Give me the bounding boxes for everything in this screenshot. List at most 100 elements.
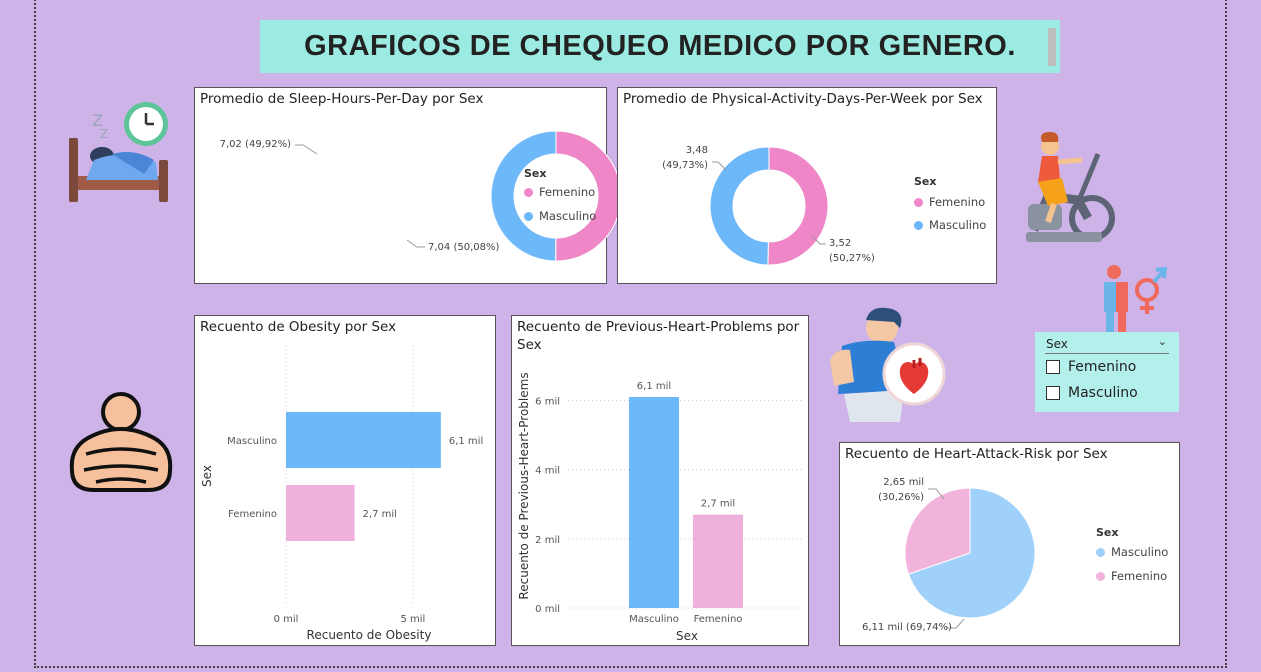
chevron-down-icon[interactable]: ⌄ [1157,335,1167,348]
data-label-femenino: 7,04 (50,08%) [428,242,500,253]
gender-icon [1104,265,1168,342]
slicer-option-label: Masculino [1068,385,1138,401]
y-tick-label: Masculino [227,436,277,447]
heart-attack-risk-pie-card[interactable]: Recuento de Heart-Attack-Risk por Sex 2,… [839,442,1180,646]
slicer-option-label: Femenino [1068,359,1137,375]
legend-item-femenino[interactable]: Femenino [524,185,595,199]
exercise-bike-icon [1026,132,1115,242]
y-axis-title: Sex [200,465,214,487]
leader-line [712,161,727,171]
slicer-title: Sex [1046,337,1068,351]
legend-title: Sex [914,175,937,188]
data-label-femenino-percent: (30,26%) [878,492,924,503]
legend-swatch [914,220,923,230]
data-label-masculino-value: 3,48 [685,145,708,156]
y-tick-label: 2 mil [535,535,560,546]
data-label: 2,7 mil [363,509,397,520]
legend-title: Sex [1096,526,1119,539]
obesity-bar-chart: 0 mil 5 mil Masculino 6,1 mil Femenino 2,7 mi… [200,346,483,642]
slice-masculino [490,130,557,262]
x-tick-label: 0 mil [274,614,299,625]
y-tick-label: 6 mil [535,396,560,407]
legend-label: Femenino [1111,569,1168,583]
page-title: GRAFICOS DE CHEQUEO MEDICO POR GENERO. [304,30,1016,62]
chart-title: Recuento de Heart-Attack-Risk por Sex [845,446,1108,462]
checkbox[interactable] [1046,360,1060,374]
leader-line [295,144,318,155]
legend-item-femenino[interactable]: Femenino [914,195,985,209]
legend-swatch [524,211,533,221]
data-label-femenino-value: 3,52 [829,238,852,249]
data-label-masculino: 7,02 (49,92%) [219,139,291,150]
chart-title: Recuento de Previous-Heart-Problems por … [517,319,800,353]
legend-label: Masculino [1111,545,1169,559]
chart-title: Recuento de Obesity por Sex [200,319,397,335]
bar-masculino [629,397,679,608]
legend-label: Masculino [539,209,597,223]
data-label-masculino-percent: (49,73%) [662,160,708,171]
leader-line [928,488,945,500]
sleep-icon: Z Z [69,102,168,202]
leader-line [406,239,425,248]
legend-item-femenino[interactable]: Femenino [1096,569,1167,583]
physical-activity-donut-card[interactable]: Promedio de Physical-Activity-Days-Per-W… [617,87,997,284]
x-axis-title: Sex [676,629,698,643]
svg-text:Z: Z [92,111,103,130]
leader-line [946,618,965,629]
data-label-femenino-value: 2,65 mil [883,477,924,488]
legend-label: Femenino [539,185,596,199]
heart-attack-risk-pie [904,487,1036,629]
legend-label: Femenino [929,195,986,209]
svg-text:Z: Z [100,127,108,141]
heart-problems-column-chart: 0 mil 2 mil 4 mil 6 mil Masculino 6,1 mil Feme… [517,372,802,643]
x-tick-label: Femenino [694,614,743,625]
y-tick-label: 0 mil [535,604,560,615]
data-label-masculino: 6,11 mil (69,74%) [862,622,952,633]
sleep-hours-donut-card[interactable]: Promedio de Sleep-Hours-Per-Day por Sex … [194,87,622,284]
slice-masculino [709,146,770,266]
slicer-divider [1045,353,1169,354]
slice-femenino [904,487,971,575]
slice-masculino [907,487,1036,619]
y-tick-label: 4 mil [535,466,560,477]
legend-swatch [524,187,533,197]
title-scrollbar[interactable] [1048,28,1056,66]
bar-femenino [286,485,355,541]
x-tick-label: Masculino [629,614,679,625]
checkbox[interactable] [1046,386,1060,400]
legend-title: Sex [524,167,547,180]
page-title-banner: GRAFICOS DE CHEQUEO MEDICO POR GENERO. [260,20,1060,73]
legend-label: Masculino [929,218,987,232]
legend-item-masculino[interactable]: Masculino [1096,545,1168,559]
physical-activity-donut [709,146,829,266]
sex-slicer[interactable]: Sex ⌄ Femenino Masculino [1035,332,1179,412]
legend-item-masculino[interactable]: Masculino [914,218,986,232]
slicer-option-masculino[interactable]: Masculino [1046,385,1138,401]
slice-femenino [767,146,829,266]
leader-line [811,235,826,245]
heart-patient-icon [830,307,946,422]
chart-title: Promedio de Physical-Activity-Days-Per-W… [623,91,983,107]
legend-swatch [1096,547,1105,557]
data-label-femenino-percent: (50,27%) [829,253,875,264]
heart-problems-column-card[interactable]: Recuento de Previous-Heart-Problems por … [511,315,809,646]
slicer-option-femenino[interactable]: Femenino [1046,359,1136,375]
slice-femenino [555,130,622,262]
bar-masculino [286,412,441,468]
legend-item-masculino[interactable]: Masculino [524,209,596,223]
x-axis-title: Recuento de Obesity [307,628,432,642]
x-tick-label: 5 mil [401,614,426,625]
bar-femenino [693,514,743,608]
data-label: 6,1 mil [637,381,671,392]
y-axis-title: Recuento de Previous-Heart-Problems [517,372,531,599]
report-frame [34,0,1227,668]
legend-swatch [914,197,923,207]
obesity-bar-card[interactable]: Recuento de Obesity por Sex 0 mil 5 mil Ma… [194,315,496,646]
chart-title: Promedio de Sleep-Hours-Per-Day por Sex [200,91,484,107]
data-label: 6,1 mil [449,436,483,447]
data-label: 2,7 mil [701,499,735,510]
y-tick-label: Femenino [228,509,277,520]
sleep-hours-donut [295,130,622,262]
obesity-icon [69,392,173,492]
legend-swatch [1096,571,1105,581]
